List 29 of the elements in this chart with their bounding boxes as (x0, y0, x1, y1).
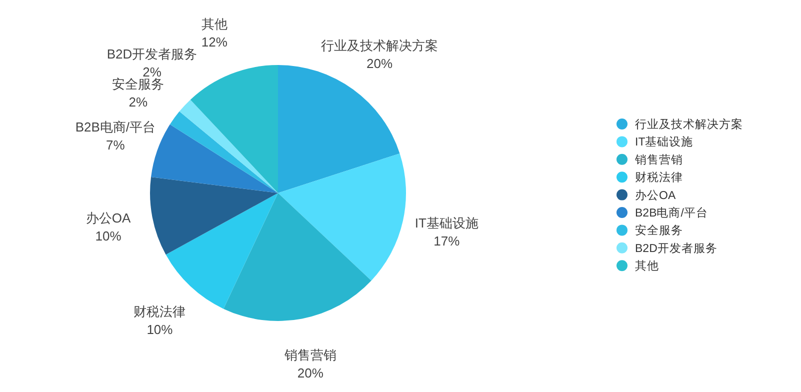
legend-label: B2D开发者服务 (635, 242, 718, 255)
data-label: 10% (146, 322, 174, 337)
pie-slice (179, 100, 278, 193)
legend-label: 其他 (635, 260, 659, 273)
slice-label: 行业及技术解决方案 (321, 38, 438, 54)
pie-slice (170, 111, 278, 193)
legend-label: 行业及技术解决方案 (635, 117, 743, 131)
legend-label: 办公OA (635, 188, 676, 202)
pie-slice (278, 153, 406, 281)
slice-label: IT基础设施 (414, 216, 478, 231)
legend-label: 安全服务 (635, 223, 683, 238)
legend-label: 财税法律 (635, 171, 683, 184)
data-label: 20% (366, 56, 394, 72)
legend-label: B2B电商/平台 (635, 206, 708, 220)
data-label: 7% (106, 137, 126, 152)
data-label: 12% (201, 34, 228, 50)
data-label: 17% (434, 234, 460, 249)
data-label: 10% (95, 228, 122, 244)
data-label: 20% (297, 366, 324, 381)
slice-label: 其他 (201, 16, 228, 32)
slice-label: B2B电商/平台 (75, 119, 156, 134)
pie-slice (150, 176, 278, 255)
legend-label: 销售营销 (634, 153, 683, 166)
legend-label: IT基础设施 (635, 136, 694, 149)
slice-label: 销售营销 (283, 348, 336, 363)
slice-label: 办公OA (86, 210, 131, 226)
slice-label: 财税法律 (134, 304, 186, 319)
slice-label: B2D开发者服务 (106, 46, 198, 62)
data-label: 2% (128, 94, 148, 110)
